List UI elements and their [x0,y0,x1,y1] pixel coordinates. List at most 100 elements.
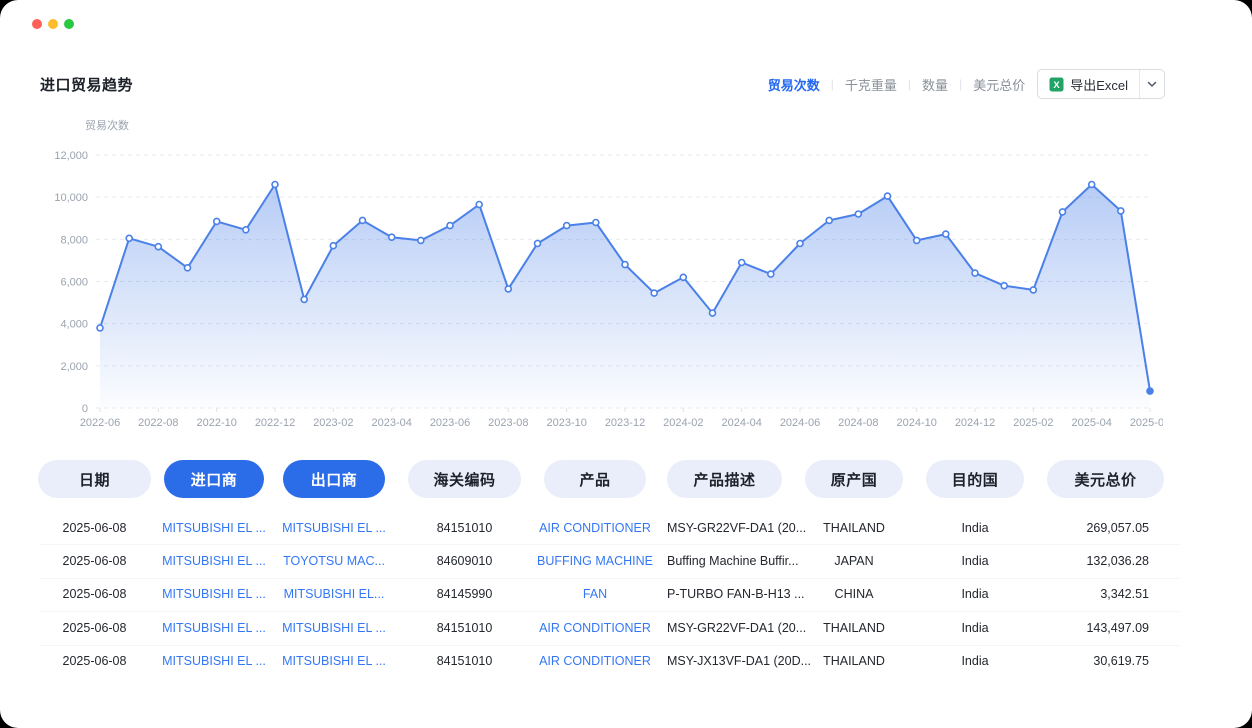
svg-text:2023-10: 2023-10 [547,417,587,429]
table-row: 2025-06-08 MITSUBISHI EL ... MITSUBISHI EL… [0,578,1252,611]
metric-tab-1[interactable]: 贸易次数 [767,77,820,93]
cell-hs_code: 84151010 [436,620,493,635]
svg-text:2024-02: 2024-02 [663,417,703,429]
cell-importer[interactable]: MITSUBISHI EL ... [162,620,266,635]
cell-product[interactable]: AIR CONDITIONER [539,520,651,535]
tab-separator: | [907,77,912,91]
cell-product[interactable]: BUFFING MACHINE [537,553,653,568]
cell-product[interactable]: AIR CONDITIONER [539,654,651,669]
svg-text:X: X [1054,80,1061,91]
svg-text:10,000: 10,000 [54,192,88,204]
cell-price: 3,342.51 [1100,587,1149,602]
cell-origin: CHINA [834,587,874,602]
cell-exporter[interactable]: TOYOTSU MAC... [283,553,385,568]
cell-importer[interactable]: MITSUBISHI EL ... [162,587,266,602]
cell-origin: THAILAND [823,520,885,535]
cell-origin: JAPAN [834,553,874,568]
svg-text:8,000: 8,000 [60,234,88,246]
excel-icon: X [1049,77,1064,91]
tab-separator: | [959,77,963,91]
cell-importer[interactable]: MITSUBISHI EL ... [162,654,266,669]
column-header-price[interactable]: 美元总价 [1047,460,1164,498]
cell-importer[interactable]: MITSUBISHI EL ... [162,520,266,535]
cell-price: 143,497.09 [1086,620,1149,635]
cell-exporter[interactable]: MITSUBISHI EL ... [282,520,386,535]
export-split-button: X 导出Excel [1037,69,1165,99]
cell-hs_code: 84145990 [436,587,493,602]
export-excel-button[interactable]: X 导出Excel [1038,70,1139,98]
cell-origin: THAILAND [823,620,885,635]
table-row: 2025-06-08 MITSUBISHI EL ... MITSUBISHI EL… [0,611,1252,644]
svg-text:2024-10: 2024-10 [897,417,937,429]
table-row: 2025-06-08 MITSUBISHI EL ... MITSUBISHI EL… [0,511,1252,544]
column-header-product[interactable]: 产品 [544,460,646,498]
cell-description: Buffing Machine Buffir... [667,553,799,568]
metric-tab-2[interactable]: 千克重量 [844,77,897,93]
cell-price: 30,619.75 [1093,654,1149,669]
export-dropdown-button[interactable] [1139,70,1164,98]
svg-text:2023-02: 2023-02 [313,417,353,429]
cell-description: P-TURBO FAN-B-H13 ... [667,587,805,602]
metric-tab-3[interactable]: 数量 [922,77,949,93]
svg-text:0: 0 [82,403,88,415]
cell-description: MSY-GR22VF-DA1 (20... [667,520,807,535]
svg-text:2025-02: 2025-02 [1013,417,1053,429]
cell-date: 2025-06-08 [62,654,127,669]
cell-destination: India [961,620,989,635]
svg-text:2024-06: 2024-06 [780,417,820,429]
svg-text:2023-08: 2023-08 [488,417,528,429]
cell-destination: India [961,587,989,602]
cell-price: 132,036.28 [1086,553,1149,568]
tab-separator: | [830,77,834,91]
chart-controls: 贸易次数 | 千克重量 | 数量 | 美元总价 X 导出Excel [768,69,1165,99]
svg-text:2,000: 2,000 [60,361,88,373]
svg-text:2022-06: 2022-06 [80,417,120,429]
svg-text:2023-12: 2023-12 [605,417,645,429]
trend-chart: 贸易次数 0 2,000 4,000 6,000 8,000 10,000 12,000 202… [0,110,1170,440]
cell-product[interactable]: AIR CONDITIONER [539,620,651,635]
cell-origin: THAILAND [823,654,885,669]
page-title: 进口贸易趋势 [40,77,134,94]
svg-text:2024-04: 2024-04 [722,417,762,429]
cell-exporter[interactable]: MITSUBISHI EL ... [282,654,386,669]
cell-hs_code: 84609010 [436,553,493,568]
table-row: 2025-06-08 MITSUBISHI EL ... TOYOTSU MAC..… [0,544,1252,577]
column-header-importer[interactable]: 进口商 [164,460,264,498]
cell-hs_code: 84151010 [436,654,493,669]
svg-text:2025-06: 2025-06 [1130,417,1163,429]
window-control-close[interactable] [32,19,42,29]
svg-text:2022-10: 2022-10 [197,417,237,429]
window-control-zoom[interactable] [64,19,74,29]
cell-hs_code: 84151010 [436,520,493,535]
cell-price: 269,057.05 [1086,520,1149,535]
svg-text:2023-06: 2023-06 [430,417,470,429]
column-header-description[interactable]: 产品描述 [667,460,782,498]
svg-text:2023-04: 2023-04 [372,417,412,429]
cell-date: 2025-06-08 [62,553,127,568]
metric-tab-4[interactable]: 美元总价 [973,77,1026,93]
column-header-hs_code[interactable]: 海关编码 [408,460,521,498]
cell-description: MSY-JX13VF-DA1 (20D... [667,654,812,669]
svg-text:2022-08: 2022-08 [138,417,178,429]
svg-text:2024-12: 2024-12 [955,417,995,429]
column-header-origin[interactable]: 原产国 [805,460,903,498]
svg-text:2024-08: 2024-08 [838,417,878,429]
column-header-destination[interactable]: 目的国 [926,460,1024,498]
cell-date: 2025-06-08 [62,620,127,635]
cell-exporter[interactable]: MITSUBISHI EL... [283,587,385,602]
cell-importer[interactable]: MITSUBISHI EL ... [162,553,266,568]
metric-tabs: 贸易次数 | 千克重量 | 数量 | 美元总价 [768,75,1025,94]
svg-text:4,000: 4,000 [60,319,88,331]
cell-exporter[interactable]: MITSUBISHI EL ... [282,620,386,635]
cell-destination: India [961,654,989,669]
window-control-minimize[interactable] [48,19,58,29]
cell-destination: India [961,553,989,568]
chevron-down-icon [1147,81,1157,87]
table-row: 2025-06-08 MITSUBISHI EL ... MITSUBISHI EL… [0,645,1252,678]
export-label: 导出Excel [1070,77,1128,93]
cell-product[interactable]: FAN [582,587,608,602]
cell-description: MSY-GR22VF-DA1 (20... [667,620,807,635]
column-header-date[interactable]: 日期 [38,460,151,498]
column-header-exporter[interactable]: 出口商 [283,460,385,498]
